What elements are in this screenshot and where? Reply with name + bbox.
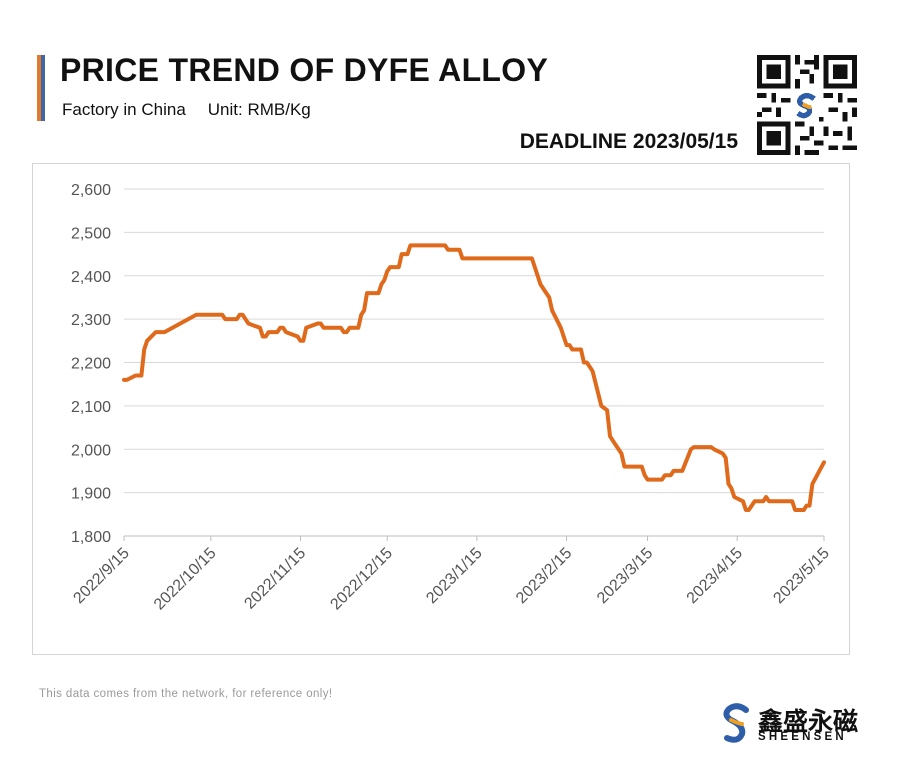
x-tick-label: 2023/1/15	[423, 545, 485, 607]
footnote: This data comes from the network, for re…	[39, 688, 333, 700]
y-tick-label: 1,800	[71, 529, 111, 546]
y-tick-label: 2,600	[71, 182, 111, 199]
qr-code	[757, 55, 857, 155]
y-tick-label: 2,000	[71, 442, 111, 459]
logo-s-icon	[723, 703, 749, 743]
subtitle-unit: Unit: RMB/Kg	[207, 100, 311, 119]
y-tick-label: 2,300	[71, 312, 111, 329]
logo-english-name: SHEENSEN	[758, 731, 847, 743]
y-tick-label: 2,200	[71, 356, 111, 373]
y-tick-label: 1,900	[71, 486, 111, 503]
x-tick-label: 2023/2/15	[513, 545, 575, 607]
company-logo: 鑫盛永磁 SHEENSEN	[722, 700, 862, 750]
x-tick-label: 2022/11/15	[241, 545, 309, 613]
x-tick-label: 2022/12/15	[327, 545, 396, 614]
x-tick-label: 2022/10/15	[151, 545, 220, 614]
price-series-line	[122, 243, 826, 512]
x-tick-label: 2023/5/15	[770, 545, 832, 607]
x-tick-label: 2022/9/15	[70, 545, 132, 607]
chart-subtitle: Factory in China Unit: RMB/Kg	[62, 100, 311, 120]
x-tick-label: 2023/4/15	[684, 545, 746, 607]
logo-chinese-name: 鑫盛永磁	[758, 707, 859, 736]
chart-title: PRICE TREND OF DYFE ALLOY	[60, 52, 549, 88]
subtitle-location: Factory in China	[62, 100, 186, 119]
chart-frame	[32, 163, 850, 655]
title-accent-bar	[37, 55, 45, 121]
deadline-label: DEADLINE 2023/05/15	[519, 130, 738, 153]
x-tick-label: 2023/3/15	[594, 545, 656, 607]
y-tick-label: 2,100	[71, 399, 111, 416]
y-tick-label: 2,500	[71, 225, 111, 242]
y-tick-label: 2,400	[71, 269, 111, 286]
